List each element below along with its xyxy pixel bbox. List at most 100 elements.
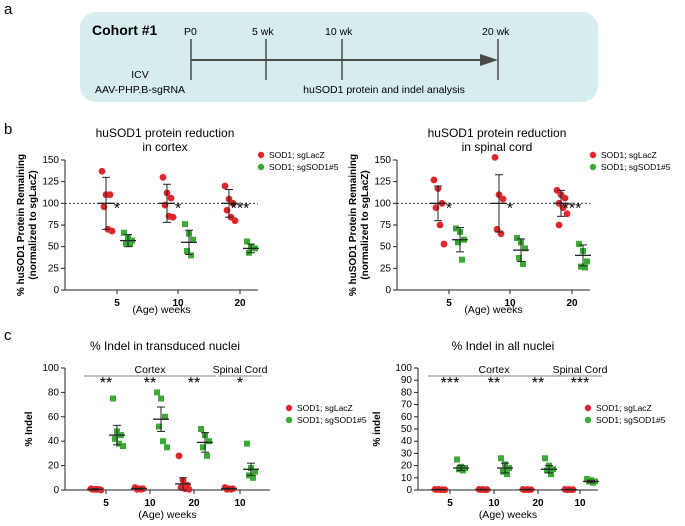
significance-marker: * [175,200,181,217]
y-tick-label: 0 [53,485,59,496]
y-tick-label: 100 [42,363,59,374]
data-point-sgsod1 [244,238,250,245]
x-tick-label: 10 [234,498,246,509]
y-tick-label: 0 [406,485,412,496]
y-tick-label: 80 [401,387,413,398]
data-point-lacz [169,213,177,221]
y-tick-label: 25 [48,263,60,274]
y-tick-label: 70 [401,400,413,411]
data-point-sgsod1 [123,240,129,247]
x-tick-label: 5 [446,298,452,309]
y-tick-label: 125 [374,177,391,188]
y-tick-label: 125 [42,177,59,188]
y-tick-label: 75 [380,220,392,231]
data-point-sgsod1 [250,474,256,481]
data-point-sgsod1 [120,443,126,450]
legend-label: SOD1; sgSOD1#5 [601,162,671,172]
y-tick-label: 75 [48,220,60,231]
y-tick-label: 150 [374,155,391,166]
data-point-lacz [175,452,183,460]
data-point-sgsod1 [522,245,528,252]
chart-title: % Indel in transduced nuclei [90,339,240,353]
significance-marker: *** [563,200,582,217]
legend-marker-sgsod1 [589,163,597,171]
legend-marker-sgsod1 [285,416,293,424]
significance-marker: *** [571,375,590,392]
data-point-lacz [108,227,116,235]
data-point-lacz [499,195,507,203]
data-point-sgsod1 [162,413,168,420]
group-label: Cortex [479,364,511,376]
data-point-sgsod1 [498,455,504,462]
data-point-lacz [555,221,563,229]
y-tick-label: 30 [401,448,413,459]
y-tick-label: 50 [48,242,60,253]
data-point-sgsod1 [514,235,520,241]
data-point-sgsod1 [548,471,554,478]
data-point-sgsod1 [154,389,160,396]
timeline-arrowhead-icon [480,54,498,66]
vector-label: AAV-PHP.B-sgRNA [95,84,185,96]
data-point-lacz [185,485,193,493]
data-point-sgsod1 [110,395,116,402]
timeline-label-5wk: 5 wk [252,26,274,38]
x-tick-label: 20 [234,298,246,309]
analysis-label: huSOD1 protein and indel analysis [303,84,465,96]
x-tick-label: 10 [172,298,184,309]
timeline-label-p0: P0 [184,26,197,38]
panel-label-c: c [4,327,12,344]
data-point-lacz [231,217,239,225]
data-point-lacz [167,194,175,202]
significance-marker: * [114,200,120,217]
data-point-sgsod1 [182,221,188,228]
data-point-sgsod1 [244,440,250,447]
data-point-lacz [221,182,229,190]
data-point-sgsod1 [252,468,258,475]
x-tick-label: 5 [103,498,109,509]
data-point-sgsod1 [127,241,133,248]
y-axis-label: % Indel [24,411,35,446]
data-point-sgsod1 [578,263,584,270]
data-point-sgsod1 [156,423,162,430]
data-point-sgsod1 [121,229,127,236]
x-tick-label: 5 [114,298,120,309]
group-label: Spinal Cord [213,364,268,376]
group-label: Spinal Cord [553,364,608,376]
data-point-sgsod1 [190,236,196,243]
y-axis-label: % indel [372,411,383,446]
data-point-sgsod1 [500,468,506,475]
timeline-label-10wk: 10 wk [325,26,353,38]
y-tick-label: 20 [401,461,413,472]
significance-marker: ** [532,375,544,392]
y-tick-label: 25 [380,263,392,274]
y-tick-label: 150 [42,155,59,166]
significance-marker: ** [100,375,112,392]
y-tick-label: 40 [48,436,60,447]
y-tick-label: 90 [401,375,413,386]
chart-title: huSOD1 protein reduction [96,126,235,140]
x-tick-label: 10 [488,498,500,509]
group-label: Cortex [135,364,167,376]
data-point-sgsod1 [516,254,522,261]
y-tick-label: 20 [48,461,60,472]
data-point-sgsod1 [160,438,166,445]
legend-label: SOD1; sgLacZ [269,150,325,160]
data-point-sgsod1 [582,264,588,271]
data-point-sgsod1 [164,444,170,451]
legend-label: SOD1; sgLacZ [601,150,657,160]
legend-label: SOD1; sgSOD1#5 [269,162,339,172]
data-point-sgsod1 [116,440,122,447]
x-axis-label: (Age) weeks [464,304,522,316]
data-point-lacz [159,173,167,181]
y-tick-label: 100 [374,198,391,209]
data-point-sgsod1 [459,256,465,263]
x-axis-label: (Age) weeks [132,304,190,316]
data-point-lacz [430,176,438,184]
data-point-sgsod1 [504,471,510,478]
data-point-sgsod1 [204,452,210,459]
data-point-lacz [98,167,106,175]
data-point-sgsod1 [576,241,582,248]
legend-marker-sgsod1 [584,416,592,424]
